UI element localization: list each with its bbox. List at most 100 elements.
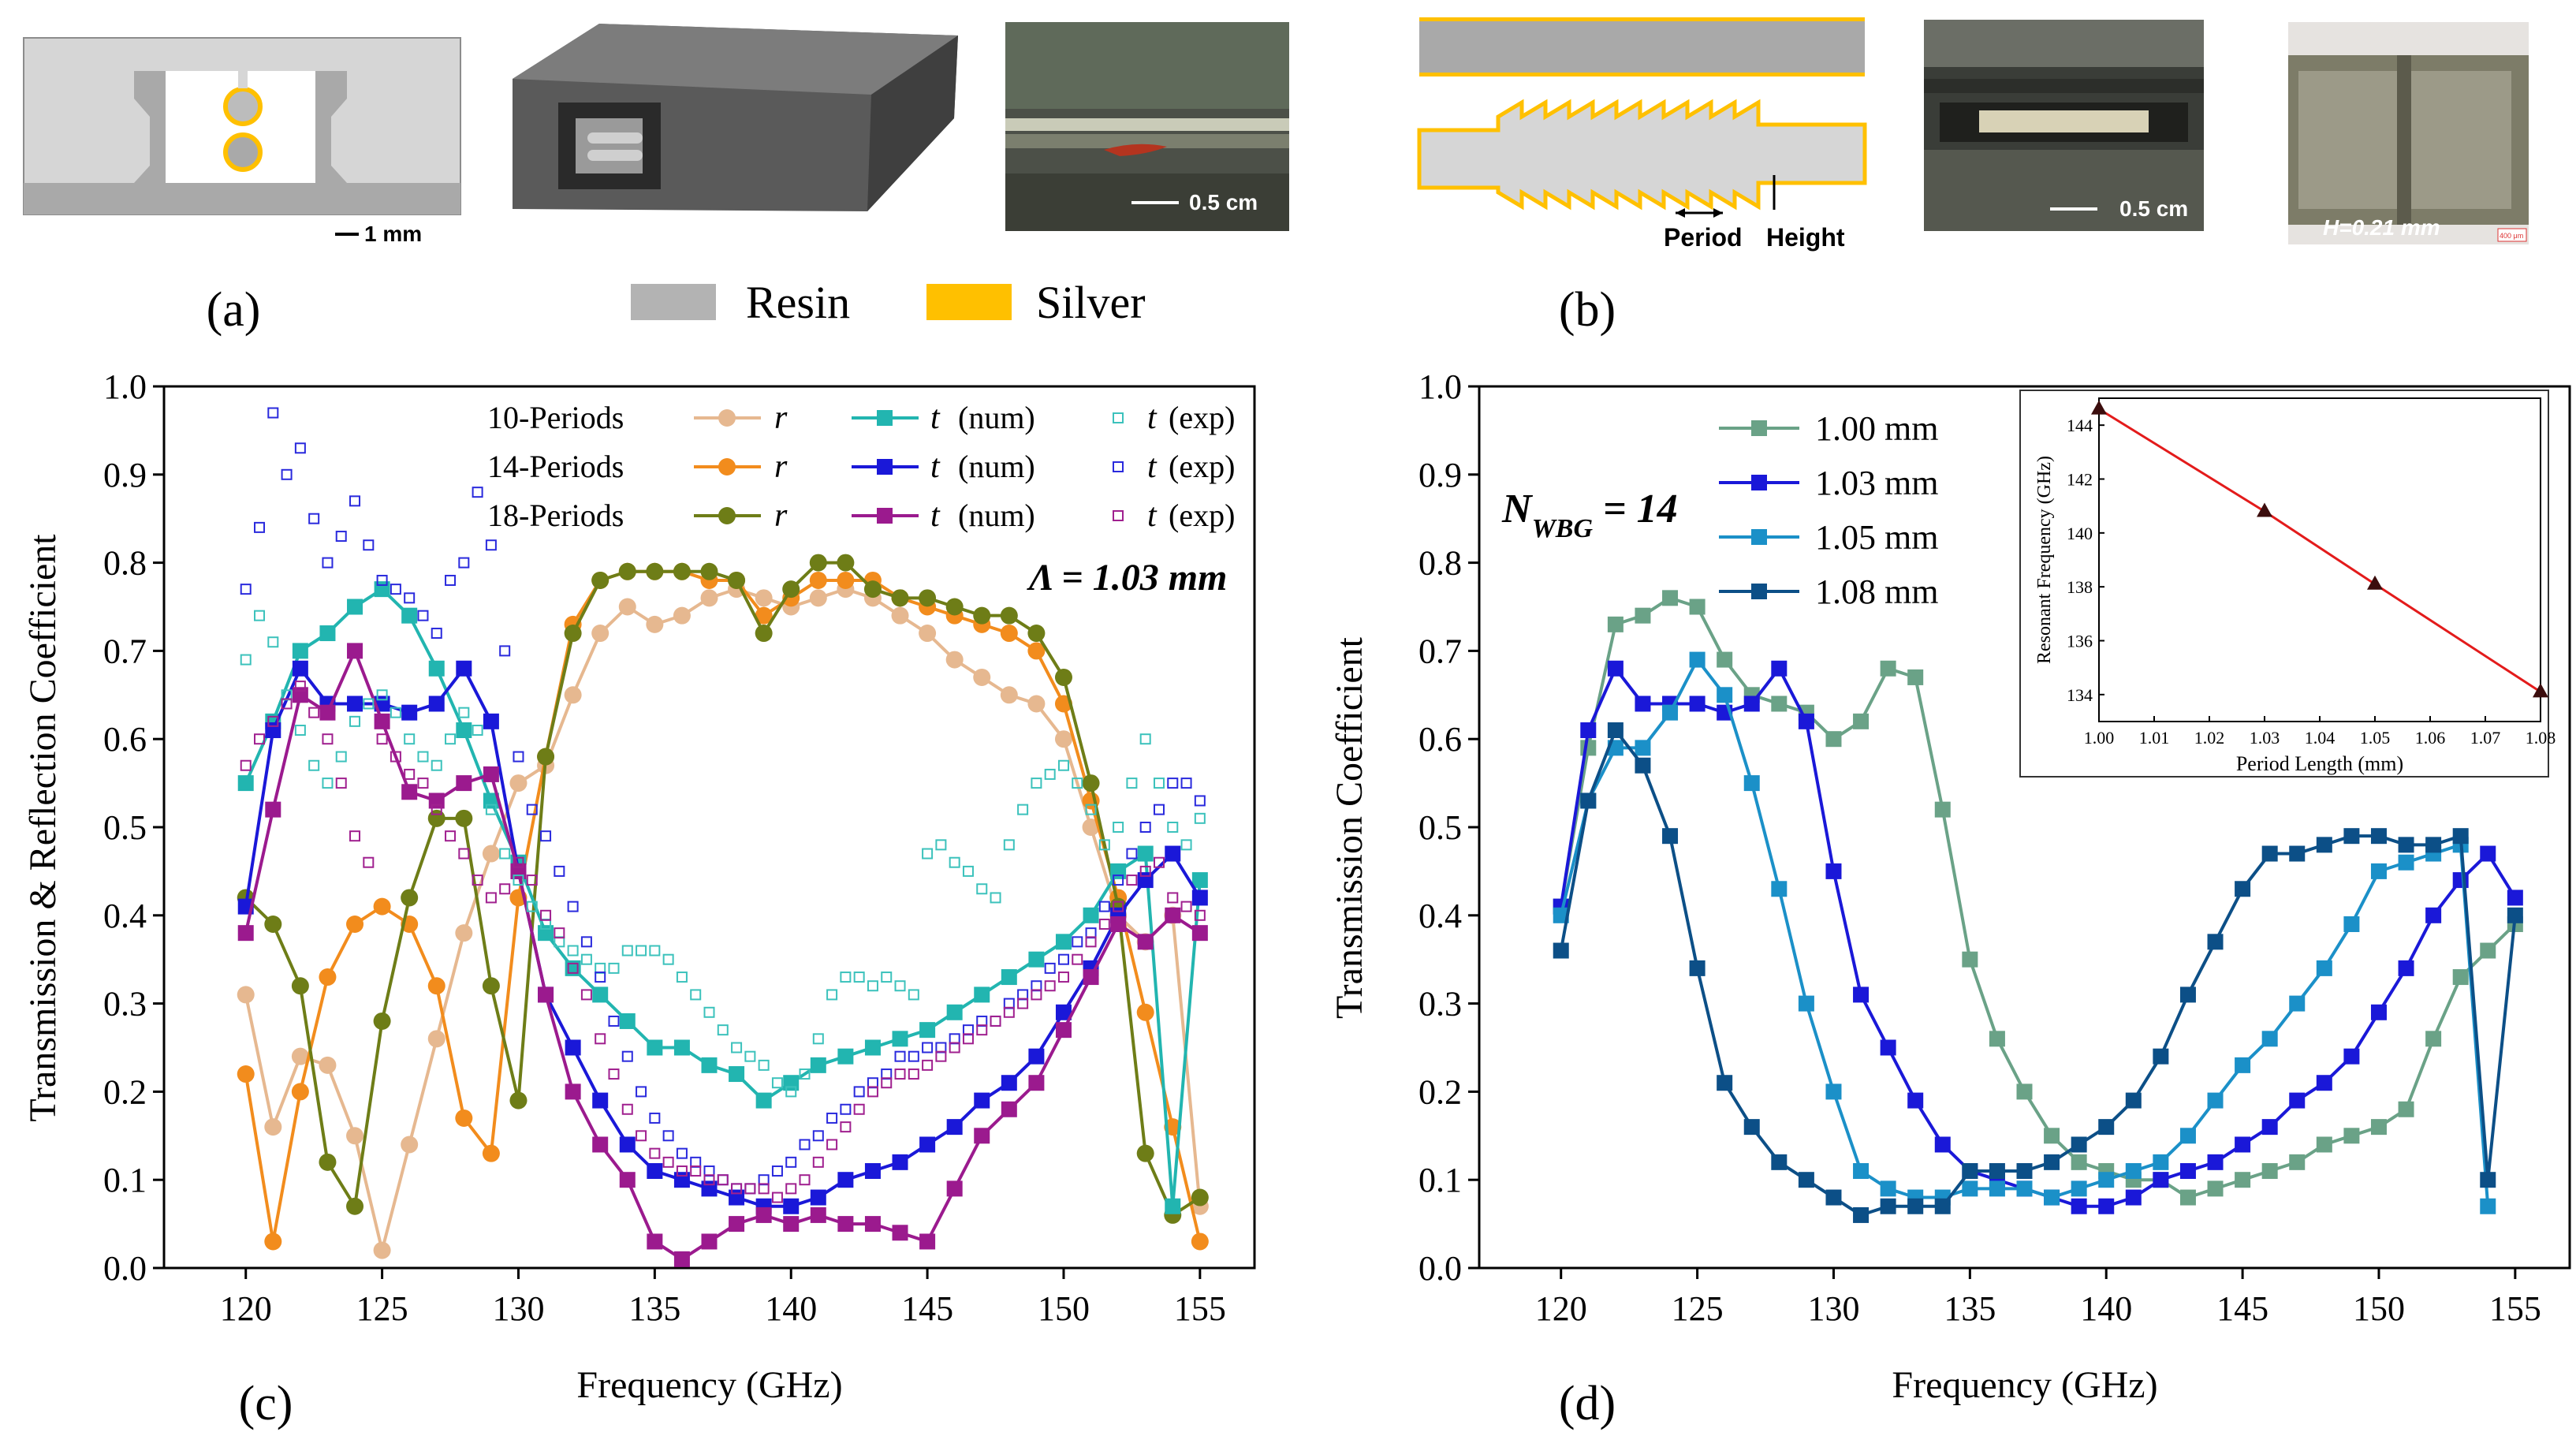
exp-point: [812, 1156, 824, 1168]
data-point: [619, 1136, 636, 1153]
data-point: [1989, 1180, 2005, 1197]
data-point: [1880, 1180, 1896, 1197]
exp-point: [1017, 804, 1029, 815]
exp-point: [1139, 822, 1151, 833]
chart-d-annotation-sub: WBG: [1532, 514, 1594, 543]
data-point: [401, 607, 418, 624]
resin-swatch: [631, 284, 716, 320]
exp-point: [322, 778, 334, 789]
data-point: [2207, 1092, 2224, 1109]
data-point: [2098, 1119, 2115, 1136]
inset-y-tick-label: 138: [2067, 577, 2093, 597]
data-point: [2480, 845, 2496, 862]
exp-point: [376, 733, 388, 745]
y-tick-label: 0.2: [1418, 1072, 1462, 1111]
legend-r-10: r: [774, 400, 788, 436]
data-point: [2316, 1075, 2332, 1091]
data-point: [456, 722, 472, 739]
exp-point: [922, 1042, 934, 1054]
panel-a-scale-line: [335, 233, 359, 236]
exp-point: [1126, 778, 1138, 789]
exp-point: [554, 865, 565, 877]
data-point: [2370, 828, 2387, 845]
data-point: [1027, 642, 1046, 660]
data-point: [1580, 722, 1597, 739]
data-point: [837, 1172, 854, 1188]
data-point: [1165, 1198, 1181, 1214]
chart-d-ylabel: Transmission Coefficient: [1329, 636, 1370, 1019]
chart-c-legend: 10-Periods 14-Periods 18-Periods r r r t…: [487, 400, 1235, 534]
exp-point: [240, 759, 252, 771]
exp-point: [349, 495, 361, 507]
exp-point: [649, 945, 661, 957]
data-point: [1853, 1206, 1870, 1223]
data-point: [2125, 1092, 2142, 1109]
chart-d-xlabel: Frequency (GHz): [1892, 1364, 2157, 1406]
legend-t-18: t: [930, 498, 941, 534]
exp-point: [445, 733, 457, 745]
exp-point: [417, 778, 429, 789]
exp-point: [676, 1147, 688, 1159]
exp-point: [567, 962, 579, 974]
exp-point: [840, 1103, 852, 1115]
exp-point: [1194, 795, 1206, 807]
exp-point: [908, 1068, 919, 1080]
data-point: [1880, 1039, 1896, 1056]
data-point: [456, 775, 472, 792]
legend-row-10-label: 10-Periods: [487, 400, 624, 435]
exp-point: [908, 1050, 919, 1062]
data-point: [646, 615, 664, 633]
exp-point: [731, 1183, 743, 1195]
data-point: [1055, 1022, 1072, 1039]
exp-point: [595, 972, 606, 983]
exp-point: [404, 768, 416, 780]
data-point: [592, 1092, 609, 1109]
exp-point: [826, 1112, 838, 1124]
inset-xlabel: Period Length (mm): [2236, 752, 2403, 775]
legend-d-4: 1.08 mm: [1815, 572, 1938, 611]
inset-x-tick-label: 1.04: [2305, 728, 2336, 748]
data-point: [1001, 969, 1017, 986]
exp-point: [485, 539, 497, 551]
exp-point: [308, 707, 320, 718]
exp-point: [240, 584, 252, 595]
exp-point: [636, 1130, 647, 1142]
data-point: [2235, 881, 2251, 897]
data-point: [755, 1206, 772, 1223]
zoom-height-text: H=0.21 mm: [2323, 215, 2440, 240]
data-point: [891, 589, 909, 607]
data-point: [1000, 606, 1018, 625]
data-point: [1717, 687, 1733, 703]
data-point: [2098, 1172, 2115, 1188]
exp-point: [513, 856, 524, 868]
exp-point: [1167, 822, 1179, 833]
exp-point: [608, 1015, 620, 1027]
exp-point: [812, 1130, 824, 1142]
panel-b-photo: 0.5 cm: [1924, 20, 2204, 231]
exp-point: [1153, 778, 1165, 789]
exp-point: [458, 848, 470, 860]
exp-point: [254, 733, 266, 745]
x-tick-label: 140: [2080, 1289, 2132, 1328]
legend-exp-10: (exp): [1169, 400, 1235, 435]
data-point: [346, 1127, 364, 1145]
exp-point: [949, 1042, 960, 1054]
data-point: [2125, 1163, 2142, 1180]
data-point: [1165, 907, 1181, 923]
legend-t-marker: [877, 459, 893, 475]
material-legend: Resin Silver: [631, 277, 1146, 328]
legend-num-10: (num): [958, 400, 1035, 435]
data-point: [1825, 731, 1842, 748]
exp-point: [281, 698, 293, 710]
data-point: [1635, 740, 1651, 756]
data-point: [646, 562, 664, 580]
exp-point: [1126, 875, 1138, 886]
data-point: [237, 925, 254, 942]
data-point: [2016, 1180, 2033, 1197]
exp-point: [254, 610, 266, 621]
exp-point: [881, 972, 893, 983]
data-point: [1880, 1198, 1896, 1214]
exp-point: [267, 407, 279, 419]
panel-b-zoom-photo: H=0.21 mm 400 μm: [2288, 22, 2529, 244]
data-point: [2098, 1198, 2115, 1214]
